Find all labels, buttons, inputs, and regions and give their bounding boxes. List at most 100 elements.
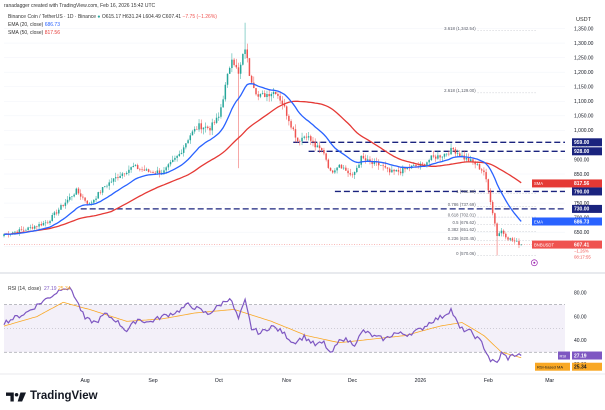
sma-legend-label: SMA (50, close): [8, 30, 44, 36]
candle-body: [404, 167, 406, 170]
rsi-line: [3, 286, 522, 364]
candle-body: [380, 165, 382, 166]
price-tag-box: [572, 240, 602, 249]
price-tag-name: SMA: [534, 181, 543, 186]
candle-body: [338, 164, 341, 168]
candle-body: [75, 188, 78, 195]
candle-body: [285, 106, 288, 116]
candle-body: [169, 161, 172, 165]
candle-body: [465, 157, 468, 160]
candle-body: [470, 159, 472, 162]
price-tag-box: [572, 204, 602, 213]
candle-body: [29, 227, 32, 228]
candle-body: [139, 169, 141, 170]
price-tick-label: 850.00: [574, 172, 590, 178]
candle-body: [152, 171, 154, 173]
candle-body: [382, 165, 384, 167]
candle-body: [384, 166, 387, 168]
candle-body: [264, 93, 266, 98]
rsi-header-value: 27.19: [44, 286, 57, 292]
candle-body: [459, 153, 461, 157]
candle-body: [178, 153, 181, 156]
candle-body: [342, 167, 345, 169]
candle-body: [202, 127, 205, 130]
candle-body: [329, 167, 332, 171]
candle-body: [112, 178, 115, 182]
candle-body: [450, 147, 452, 155]
ema-legend[interactable]: EMA (20, close) 686.73: [8, 22, 60, 28]
candle-body: [40, 224, 43, 226]
sma-legend[interactable]: SMA (50, close) 817.56: [8, 30, 60, 36]
candle-body: [220, 107, 222, 117]
sma-legend-value: 817.56: [44, 30, 60, 36]
candle-body: [356, 167, 358, 173]
price-tag-value: 730.00: [574, 207, 590, 213]
candle-body: [189, 135, 192, 141]
time-tick-label: Feb: [484, 378, 493, 384]
candle-body: [196, 128, 198, 130]
ohlc-high: H631.24: [122, 14, 142, 20]
candle-body: [474, 162, 476, 165]
candle-body: [53, 212, 56, 216]
time-tick-label: Dec: [348, 378, 358, 384]
candle-body: [16, 231, 18, 233]
candle-body: [193, 128, 196, 132]
rsi-tick-label: 60.00: [574, 314, 587, 320]
ohlc-open: O615.17: [101, 14, 122, 20]
candle-body: [268, 94, 270, 97]
candle-body: [413, 164, 415, 166]
price-tick-label: 1,100.00: [574, 99, 594, 105]
candle-body: [167, 164, 170, 168]
candle-body: [117, 177, 119, 179]
price-tick-label: 650.00: [574, 230, 590, 236]
brand-name: TradingView: [30, 390, 98, 402]
candle-body: [88, 203, 91, 204]
candle-body: [274, 91, 277, 94]
candle-body: [448, 153, 450, 155]
candle-body: [44, 222, 47, 224]
rsi-ma-tag-box: [572, 362, 602, 371]
candle-body: [494, 213, 496, 224]
candle-body: [79, 193, 82, 197]
candle-body: [68, 196, 71, 200]
candle-body: [64, 202, 67, 206]
candle-body: [347, 170, 349, 174]
candle-body: [516, 241, 518, 242]
candle-body: [360, 155, 362, 165]
candle-body: [518, 241, 520, 245]
candle-body: [426, 162, 428, 166]
candle-body: [461, 155, 463, 157]
candle-body: [364, 158, 367, 161]
candle-body: [136, 165, 139, 170]
candle-body: [511, 238, 514, 241]
candle-body: [204, 126, 207, 128]
candle-body: [141, 169, 143, 170]
rsi-tick-label: 80.00: [574, 291, 587, 297]
ohlc-low: L604.49: [142, 14, 161, 20]
price-tick-label: 1,250.00: [574, 55, 594, 61]
candle-body: [123, 173, 126, 175]
price-tag-name-box: [532, 217, 573, 226]
candle-body: [218, 116, 220, 118]
candle-body: [399, 171, 402, 174]
candle-body: [336, 167, 338, 171]
candle-body: [294, 129, 297, 138]
candle-body: [115, 177, 117, 179]
candle-body: [18, 229, 21, 233]
time-tick-label: Mar: [545, 378, 554, 384]
candle-body: [395, 170, 398, 172]
candle-body: [180, 152, 183, 154]
candle-body: [301, 137, 303, 142]
candle-body: [156, 170, 159, 173]
candle-body: [213, 122, 216, 124]
candle-body: [231, 59, 233, 69]
candle-body: [55, 212, 58, 214]
candle-body: [235, 64, 238, 68]
candle-body: [25, 230, 27, 231]
price-tag-box: [572, 147, 602, 156]
tradingview-logo-icon[interactable]: [6, 391, 26, 403]
candle-body: [279, 95, 281, 101]
candle-body: [47, 222, 49, 224]
candle-body: [253, 82, 255, 89]
rsi-ma-header-value: 25.34: [58, 286, 71, 292]
